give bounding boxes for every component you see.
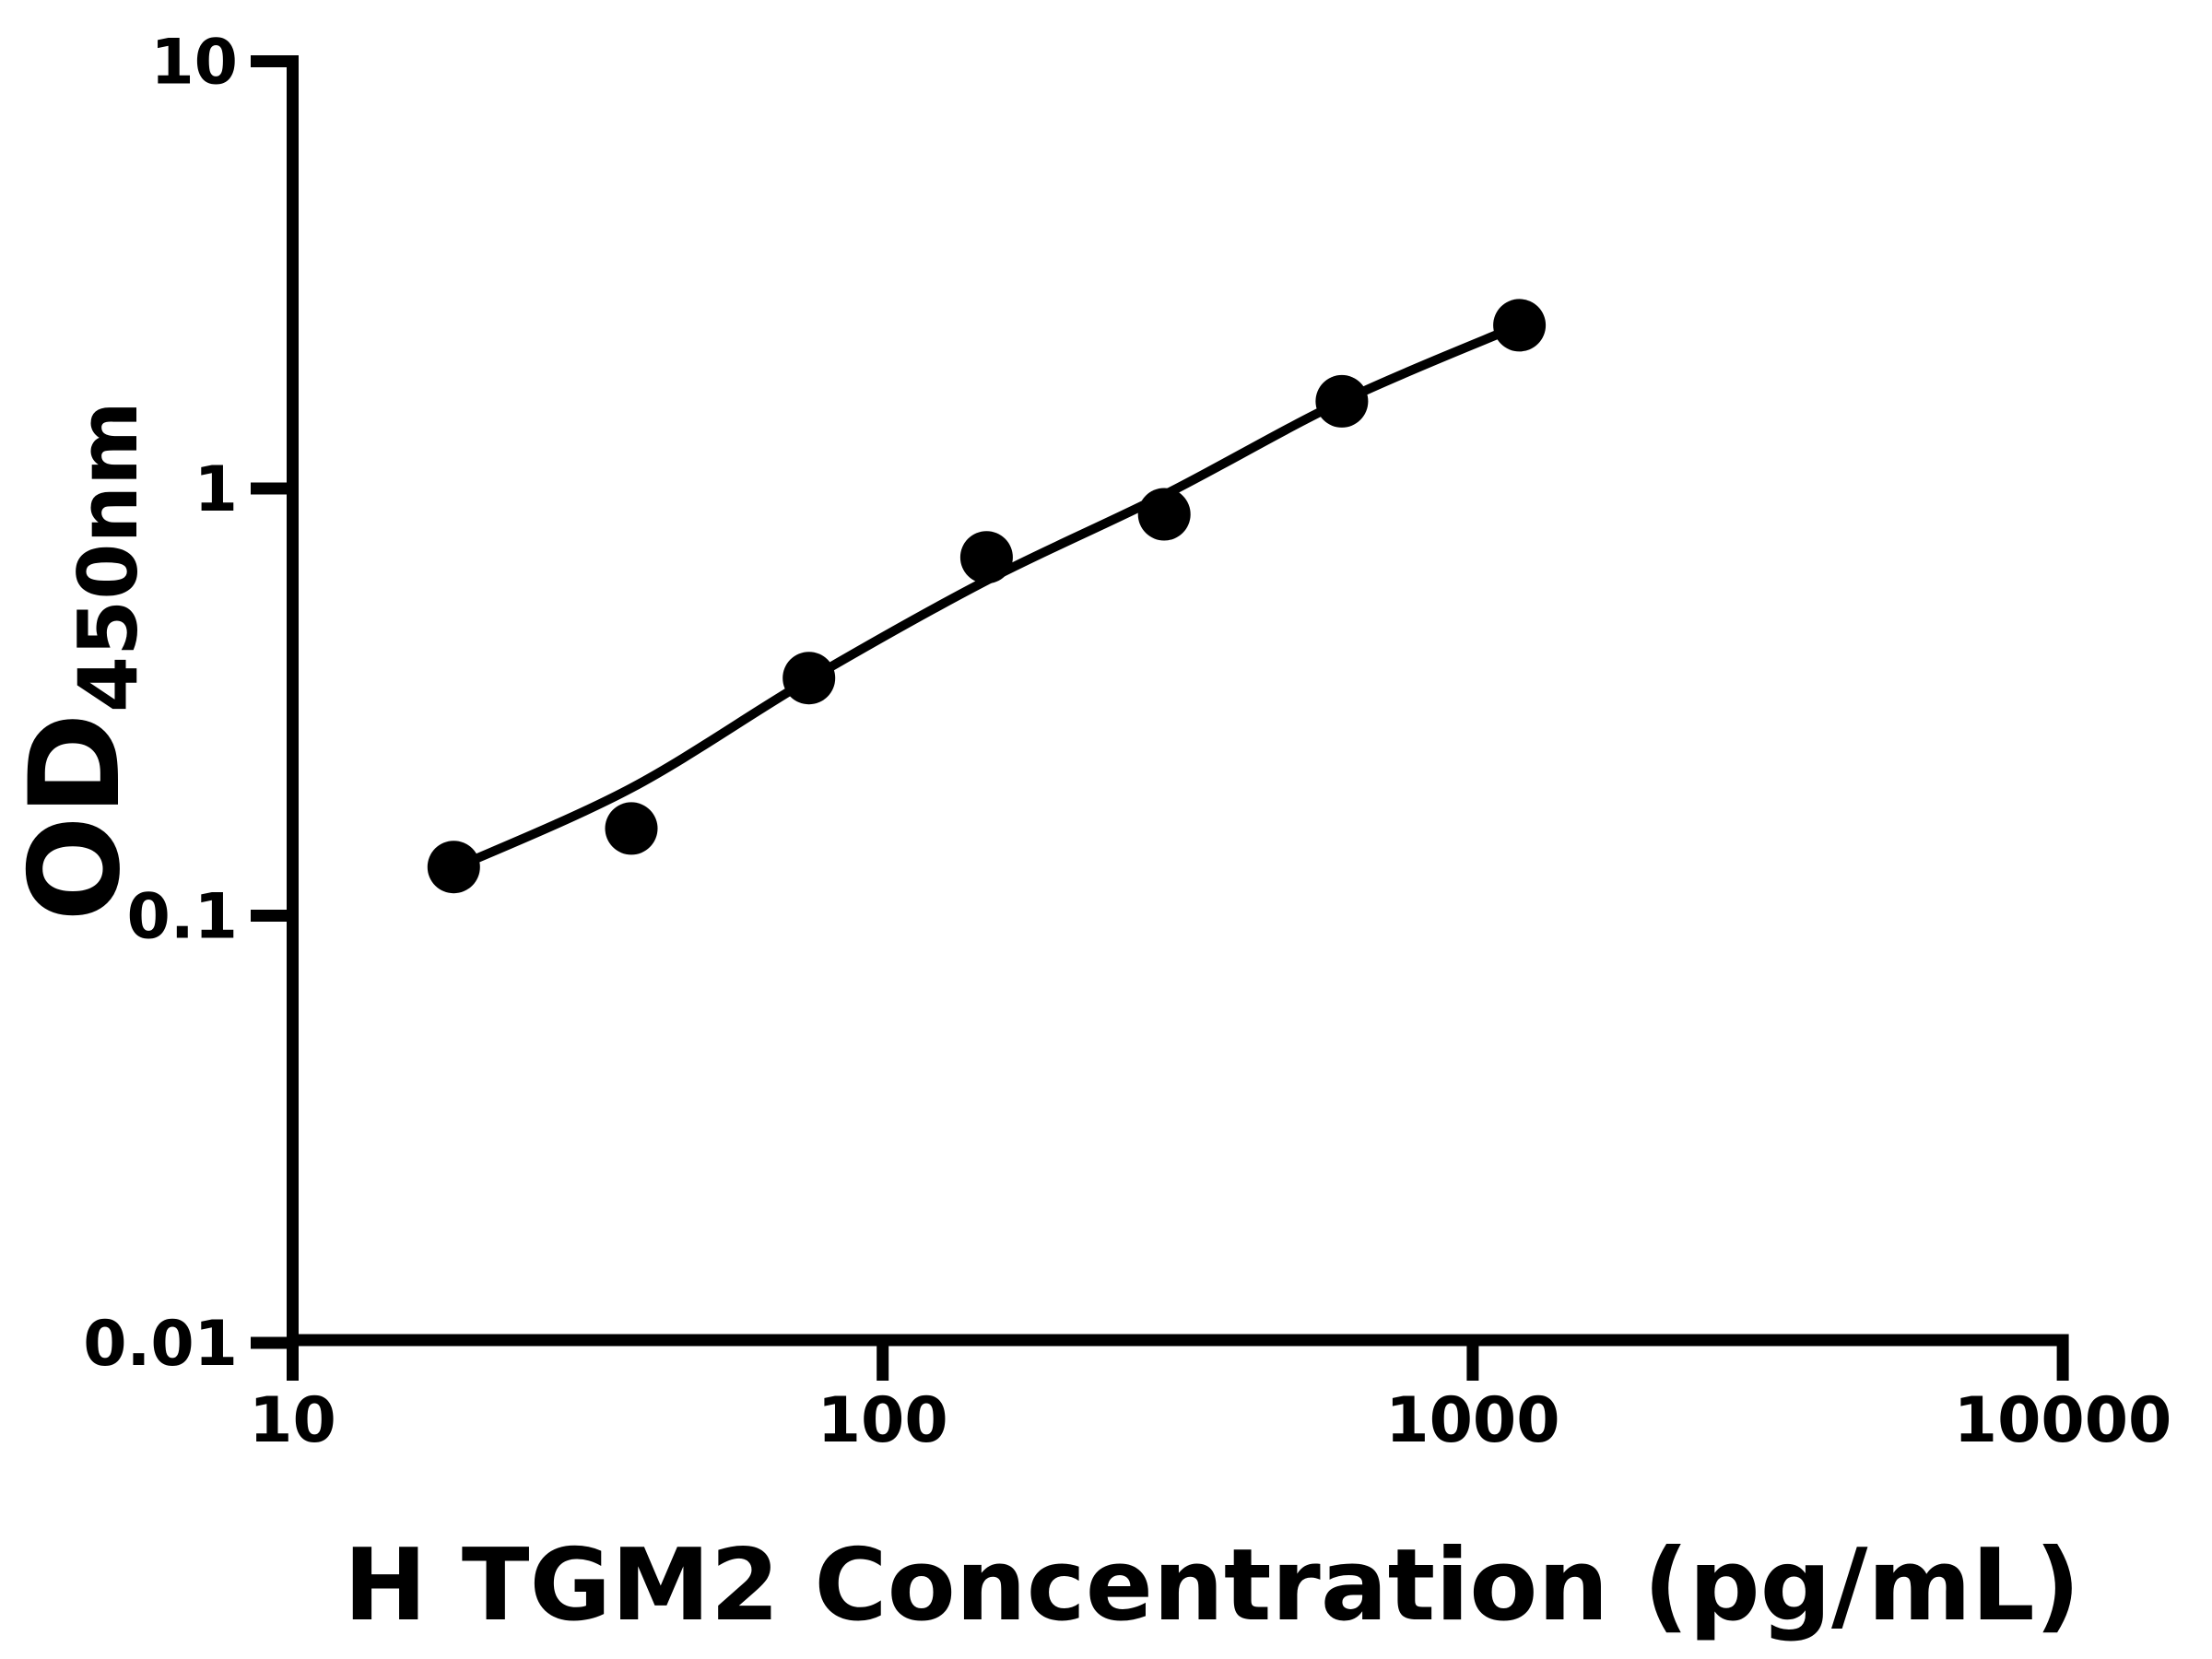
x-axis-title: H TGM2 Concentration (pg/mL) <box>344 1528 2080 1643</box>
y-axis-title-sub: 450nm <box>61 401 156 712</box>
x-axis-tick-label: 10 <box>249 1384 336 1457</box>
data-point-marker <box>605 802 658 855</box>
y-axis-tick-label: 10 <box>150 27 238 100</box>
data-point-marker <box>959 531 1013 584</box>
x-axis-tick-label: 10000 <box>1954 1384 2172 1457</box>
y-axis-tick-label: 0.1 <box>127 881 238 954</box>
x-axis-tick-label: 1000 <box>1385 1384 1559 1457</box>
y-axis-tick-label: 0.01 <box>83 1308 238 1381</box>
axis-ticks <box>251 55 2069 1381</box>
data-point-marker <box>427 841 480 894</box>
data-point-marker <box>1493 299 1547 352</box>
axes <box>287 55 2069 1347</box>
data-points <box>427 299 1547 894</box>
data-point-marker <box>782 652 836 705</box>
data-point-marker <box>1137 488 1191 541</box>
y-axis-title-main: OD <box>3 712 147 922</box>
x-axis-tick-label: 100 <box>818 1384 948 1457</box>
y-axis-tick-label: 1 <box>194 453 238 526</box>
y-axis-title: OD450nm <box>3 401 156 922</box>
data-point-marker <box>1315 374 1369 428</box>
